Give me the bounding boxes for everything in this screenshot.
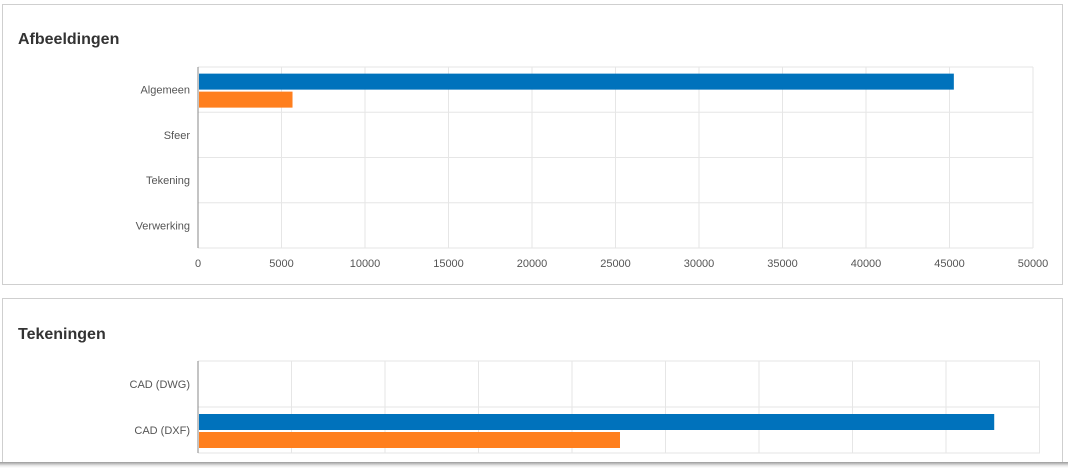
bar-chart-afbeeldingen: Algemeen Sfeer Tekening Verwerking 0 5000 1000… (136, 66, 1049, 270)
chart-title: Tekeningen (18, 326, 106, 343)
category-label: Verwerking (136, 220, 190, 232)
bar-series-2-cad-dxf-[interactable] (199, 432, 620, 448)
chart-panel-afbeeldingen: Afbeeldingen Algemeen Sfeer Tekening Verwer… (2, 4, 1063, 285)
grid (198, 66, 1034, 249)
x-tick-label: 30000 (684, 258, 715, 270)
category-label: CAD (DWG) (130, 379, 191, 391)
bar-chart-tekeningen: CAD (DWG) CAD (DXF) (130, 360, 1040, 454)
x-tick-label: 35000 (767, 258, 798, 270)
category-label: Tekening (146, 175, 190, 187)
category-label: Algemeen (140, 85, 190, 97)
x-tick-label: 45000 (934, 258, 965, 270)
category-label: Sfeer (164, 130, 191, 142)
x-tick-label: 0 (195, 258, 201, 270)
chart-panel-tekeningen: Tekeningen CAD (DWG) CAD (DXF) (2, 298, 1063, 468)
chart-title: Afbeeldingen (18, 31, 120, 48)
x-tick-label: 15000 (433, 258, 464, 270)
x-tick-label: 50000 (1018, 258, 1049, 270)
x-tick-label: 5000 (269, 258, 293, 270)
category-label: CAD (DXF) (134, 425, 190, 437)
x-tick-label: 10000 (350, 258, 381, 270)
x-tick-label: 20000 (517, 258, 548, 270)
window-edge-shadow (0, 462, 1068, 468)
bar-series-1-algemeen[interactable] (199, 73, 954, 90)
x-tick-label: 25000 (600, 258, 631, 270)
bar-series-2-algemeen[interactable] (199, 91, 293, 108)
x-tick-label: 40000 (851, 258, 882, 270)
bar-series-1-cad-dxf-[interactable] (199, 414, 995, 430)
grid (198, 360, 1040, 454)
